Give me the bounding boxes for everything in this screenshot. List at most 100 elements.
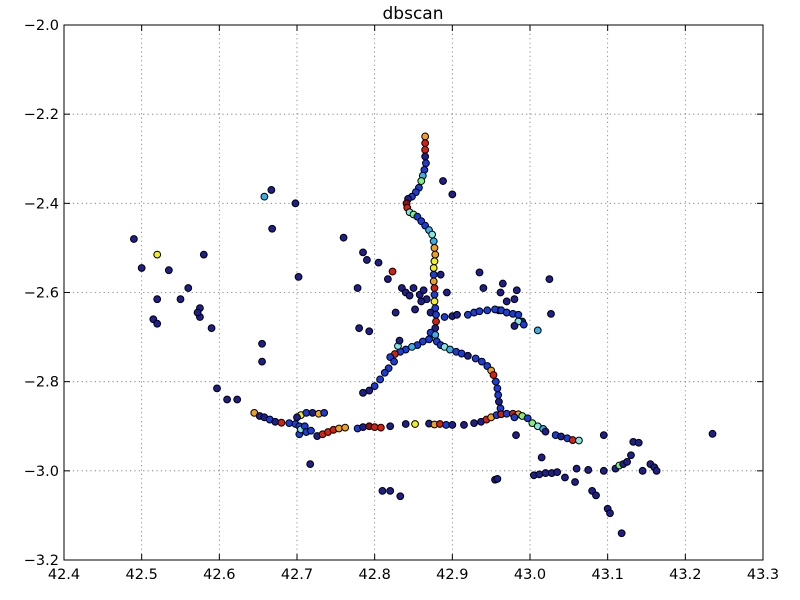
- data-point: [320, 408, 329, 417]
- data-point: [233, 395, 242, 404]
- data-point: [430, 284, 439, 292]
- data-point: [708, 429, 717, 438]
- data-point: [383, 275, 392, 284]
- data-point: [153, 250, 162, 259]
- data-point: [494, 391, 503, 399]
- y-tick-label: −2.2: [24, 107, 59, 123]
- data-point: [223, 395, 232, 404]
- data-point: [599, 431, 608, 440]
- x-tick-label: 42.7: [281, 567, 313, 583]
- data-point: [430, 297, 439, 306]
- data-point: [436, 420, 444, 428]
- data-point: [623, 458, 631, 466]
- data-point: [341, 423, 350, 432]
- data-point: [306, 460, 315, 469]
- data-point: [164, 266, 173, 275]
- data-point: [421, 139, 430, 148]
- data-point: [512, 431, 520, 440]
- data-point: [374, 258, 383, 267]
- data-point: [395, 336, 404, 345]
- data-point: [258, 357, 266, 366]
- data-point: [453, 310, 461, 319]
- data-point: [617, 529, 626, 538]
- data-point: [436, 270, 445, 279]
- data-point: [307, 426, 315, 435]
- data-point: [335, 424, 343, 433]
- axis-ticks: [63, 24, 764, 561]
- data-point: [388, 267, 397, 276]
- data-point: [376, 423, 385, 432]
- data-point: [471, 354, 480, 363]
- y-axis-tick-labels: −2.0 −2.2 −2.4 −2.6 −2.8 −3.0 −3.2: [24, 18, 59, 569]
- data-point: [430, 257, 439, 266]
- data-point: [512, 286, 521, 295]
- data-point: [153, 319, 162, 328]
- data-point: [285, 419, 294, 428]
- data-point: [268, 224, 277, 233]
- data-point: [545, 275, 554, 284]
- data-point: [547, 310, 555, 318]
- data-point: [176, 295, 185, 304]
- data-point: [339, 233, 348, 242]
- data-point: [634, 438, 643, 447]
- data-point: [502, 297, 511, 306]
- data-point: [378, 486, 387, 495]
- data-point: [293, 413, 301, 422]
- data-point: [359, 388, 367, 397]
- y-tick-label: −2.6: [24, 286, 59, 302]
- data-point: [411, 305, 419, 314]
- x-axis-tick-labels: 42.4 42.5 42.6 42.7 42.8 42.9 43.0 43.1 43.2 43.3: [48, 567, 779, 583]
- data-point: [365, 327, 374, 336]
- data-point: [353, 284, 362, 292]
- data-point: [370, 382, 379, 391]
- data-point: [271, 417, 280, 426]
- data-point: [411, 420, 419, 428]
- data-point: [421, 132, 430, 141]
- data-point: [489, 371, 498, 379]
- data-point: [431, 330, 440, 339]
- data-point: [421, 145, 430, 154]
- data-point: [429, 270, 438, 279]
- data-point: [417, 297, 426, 306]
- data-point: [184, 284, 193, 292]
- data-point: [386, 486, 395, 495]
- y-tick-label: −2.4: [24, 196, 59, 212]
- data-point: [475, 268, 484, 277]
- data-point: [258, 339, 266, 348]
- data-point: [380, 368, 389, 377]
- chart-title: dbscan: [383, 4, 444, 24]
- data-point: [430, 290, 439, 299]
- data-point: [537, 453, 546, 462]
- data-point: [431, 304, 440, 313]
- data-point: [606, 509, 614, 518]
- data-point: [514, 310, 523, 319]
- y-tick-label: −2.0: [24, 18, 59, 34]
- data-point: [584, 466, 593, 474]
- data-point: [561, 473, 569, 482]
- data-point: [470, 419, 478, 428]
- data-point: [440, 313, 449, 321]
- data-point: [541, 427, 550, 436]
- data-point: [592, 491, 600, 500]
- x-tick-label: 42.8: [359, 567, 391, 583]
- data-point: [429, 237, 438, 246]
- data-point: [491, 305, 499, 314]
- x-tick-label: 43.1: [592, 567, 624, 583]
- data-point: [493, 384, 502, 393]
- data-point: [421, 152, 430, 161]
- data-point: [627, 451, 635, 460]
- data-point: [510, 295, 519, 304]
- data-point: [553, 468, 562, 477]
- data-point: [431, 250, 440, 259]
- data-point: [495, 397, 503, 406]
- y-tick-label: −2.8: [24, 375, 59, 391]
- data-point: [207, 324, 216, 333]
- data-point: [652, 466, 661, 475]
- data-point: [291, 199, 300, 208]
- data-point: [401, 420, 410, 428]
- data-point: [535, 470, 544, 479]
- data-point: [428, 230, 437, 239]
- data-point: [442, 288, 451, 297]
